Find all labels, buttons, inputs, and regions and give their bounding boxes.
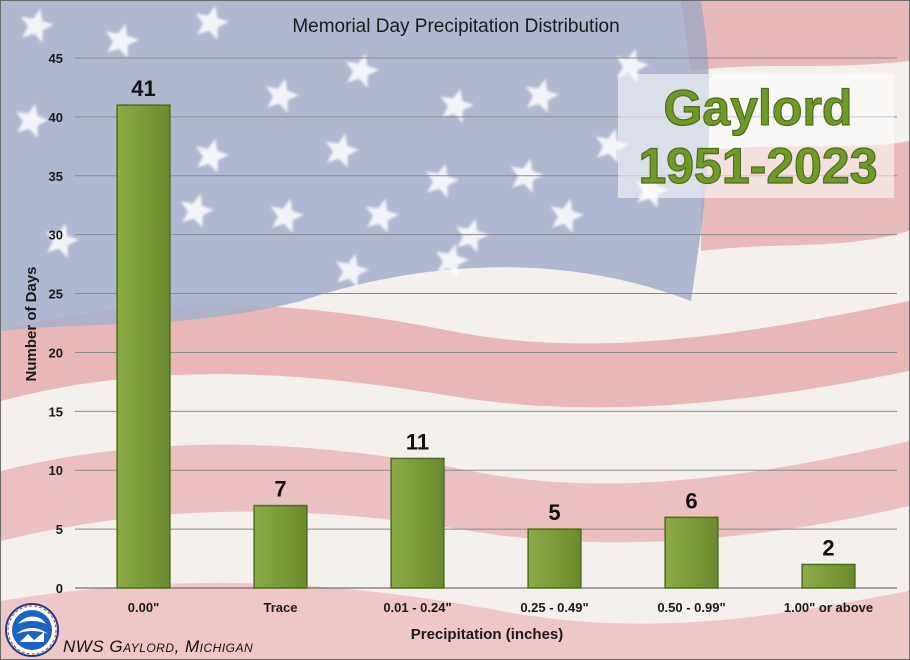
flag-star [15, 103, 50, 138]
data-labels: 41 7 11 5 6 2 [131, 76, 834, 560]
y-tick-label: 10 [49, 463, 63, 478]
x-tick-label: 0.01 - 0.24" [383, 600, 451, 615]
data-label: 5 [548, 500, 560, 525]
x-axis-ticks: 0.00" Trace 0.01 - 0.24" 0.25 - 0.49" 0.50 -… [128, 600, 873, 615]
flag-star [195, 5, 229, 40]
nws-logo-icon [5, 603, 59, 657]
data-label: 7 [274, 477, 286, 502]
y-tick-label: 5 [56, 522, 63, 537]
y-tick-label: 45 [49, 51, 63, 66]
y-tick-label: 15 [49, 404, 63, 419]
y-tick-label: 35 [49, 169, 63, 184]
data-label: 6 [685, 488, 697, 513]
flag-star [550, 198, 584, 233]
flag-star [45, 223, 79, 258]
y-tick-label: 20 [49, 345, 63, 360]
x-tick-label: 1.00" or above [784, 600, 873, 615]
y-axis-title: Number of Days [23, 266, 40, 381]
bars [116, 104, 856, 589]
y-tick-label: 0 [56, 581, 63, 596]
flag-star [195, 138, 229, 173]
x-tick-label: 0.50 - 0.99" [657, 600, 725, 615]
flag-star [435, 243, 469, 278]
y-tick-label: 25 [49, 287, 63, 302]
data-label: 41 [131, 76, 155, 101]
flag-star [595, 128, 629, 163]
data-label: 11 [406, 429, 429, 454]
bar [527, 528, 582, 589]
flag-star [335, 253, 369, 288]
data-label: 2 [822, 535, 834, 560]
x-tick-label: Trace [264, 600, 298, 615]
bar [801, 563, 856, 589]
location-badge: Gaylord 1951-2023 [618, 74, 894, 198]
flag-star [425, 163, 459, 198]
y-tick-label: 40 [49, 110, 63, 125]
flag-star [270, 198, 304, 233]
flag-star [265, 78, 299, 113]
badge-location: Gaylord [664, 80, 853, 136]
bar [253, 504, 308, 589]
flag-star [440, 88, 474, 123]
flag-star [365, 198, 399, 233]
badge-period: 1951-2023 [638, 138, 877, 194]
y-tick-label: 30 [49, 228, 63, 243]
credit-text: NWS Gaylord, Michigan [63, 637, 253, 656]
flag-star [325, 133, 359, 168]
flag-star [525, 78, 559, 113]
x-tick-label: 0.25 - 0.49" [520, 600, 588, 615]
flag-star [20, 8, 54, 43]
bar [116, 104, 171, 589]
flag-star [345, 53, 379, 88]
x-tick-label: 0.00" [128, 600, 159, 615]
bar [664, 516, 719, 589]
x-axis-title: Precipitation (inches) [411, 626, 564, 643]
bar [390, 457, 445, 589]
flag-star [105, 23, 139, 58]
flag-star [180, 193, 214, 228]
chart-title: Memorial Day Precipitation Distribution [292, 16, 619, 37]
flag-star [455, 218, 489, 253]
credit-block: NWS Gaylord, Michigan [5, 603, 253, 657]
y-axis-ticks: 0 5 10 15 20 25 30 35 40 45 [49, 51, 63, 596]
